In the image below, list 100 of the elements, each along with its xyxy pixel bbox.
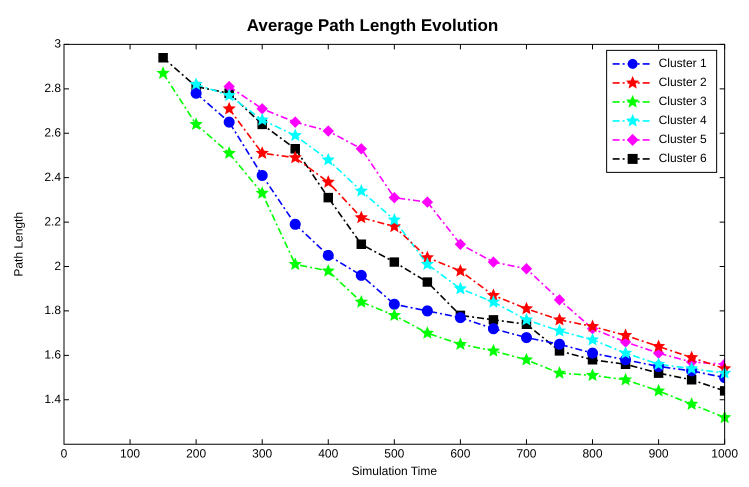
point (224, 81, 235, 92)
point (520, 302, 534, 314)
point (222, 102, 236, 114)
x-tick-label: 800 (582, 446, 603, 461)
point (686, 375, 696, 385)
legend-label: Cluster 4 (658, 113, 707, 128)
point (256, 186, 269, 199)
point (256, 103, 268, 114)
point (552, 366, 566, 379)
point (388, 212, 401, 226)
point (322, 175, 335, 188)
point (488, 323, 499, 334)
point (354, 210, 368, 224)
point (288, 150, 302, 164)
point (488, 256, 499, 268)
point (322, 152, 335, 166)
x-tick-label: 600 (450, 446, 471, 461)
point (618, 328, 632, 342)
point (587, 348, 598, 359)
y-tick-label: 2 (54, 258, 62, 273)
point (454, 282, 468, 294)
point (618, 346, 632, 359)
x-tick-label: 100 (120, 446, 140, 461)
point (488, 315, 498, 325)
point (454, 264, 468, 277)
point (420, 326, 434, 339)
point (454, 312, 466, 324)
x-tick-label: 300 (252, 446, 273, 461)
y-tick-label: 2.2 (44, 214, 62, 228)
y-tick-label: 2.6 (44, 126, 62, 140)
point (322, 264, 335, 277)
point (684, 350, 698, 364)
point (552, 324, 566, 337)
x-axis-title: Simulation Time (352, 464, 438, 478)
point (189, 117, 203, 130)
legend-label: Cluster 1 (658, 56, 707, 70)
point (388, 308, 401, 322)
point (618, 372, 632, 386)
legend-label: Cluster 2 (658, 75, 707, 90)
point (189, 77, 203, 90)
point (290, 218, 301, 230)
point (684, 362, 698, 374)
y-axis-title: Path Length (12, 212, 26, 277)
chart-title: Average Path Length Evolution (246, 16, 498, 35)
x-tick-label: 0 (60, 446, 68, 461)
point (520, 332, 532, 344)
point (486, 295, 500, 308)
point (322, 126, 334, 137)
point (256, 170, 268, 181)
point (520, 312, 534, 326)
point (586, 332, 600, 346)
point (586, 319, 600, 332)
point (422, 277, 432, 287)
point (420, 257, 434, 270)
point (652, 339, 666, 352)
point (356, 240, 366, 250)
point (652, 357, 666, 370)
point (190, 88, 202, 99)
point (454, 238, 466, 250)
x-tick-label: 500 (384, 446, 405, 461)
point (288, 128, 302, 142)
point (224, 116, 235, 128)
point (288, 257, 302, 270)
y-tick-label: 1.8 (44, 303, 62, 318)
point (356, 270, 367, 281)
point (290, 144, 300, 154)
point (158, 52, 168, 62)
legend-label: Cluster 3 (658, 94, 707, 108)
point (322, 250, 334, 261)
y-tick-label: 2.4 (44, 170, 62, 184)
point (422, 305, 433, 316)
x-tick-label: 900 (648, 446, 669, 461)
x-tick-label: 1000 (711, 446, 738, 461)
legend-label: Cluster 5 (658, 132, 707, 146)
x-tick-label: 400 (318, 446, 339, 461)
y-tick-label: 1.6 (44, 348, 62, 362)
point (520, 263, 532, 274)
point (222, 146, 236, 159)
point (356, 143, 367, 154)
point (454, 337, 468, 350)
point (290, 116, 301, 128)
point (256, 146, 269, 159)
legend-label: Cluster 6 (658, 151, 707, 166)
point (422, 196, 433, 208)
y-tick-label: 1.4 (44, 392, 62, 406)
point (486, 344, 500, 357)
point (388, 192, 400, 204)
point (354, 184, 368, 197)
x-tick-label: 200 (186, 446, 206, 461)
y-tick-label: 3 (54, 36, 62, 51)
point (554, 294, 565, 306)
point (684, 397, 698, 410)
point (552, 312, 566, 326)
point (554, 338, 565, 350)
point (156, 66, 170, 79)
point (354, 295, 368, 308)
point (388, 298, 400, 310)
y-tick-label: 2.8 (44, 81, 62, 96)
x-tick-label: 700 (516, 446, 537, 461)
point (652, 384, 666, 397)
